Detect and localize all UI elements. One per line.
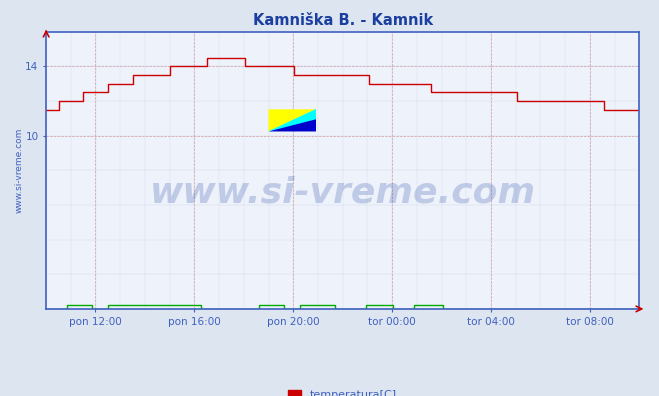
Title: Kamniška B. - Kamnik: Kamniška B. - Kamnik bbox=[252, 13, 433, 28]
Polygon shape bbox=[269, 109, 316, 131]
Polygon shape bbox=[269, 109, 316, 131]
Text: www.si-vreme.com: www.si-vreme.com bbox=[150, 175, 536, 209]
Polygon shape bbox=[269, 119, 316, 131]
Legend: temperatura[C], pretok[m3/s]: temperatura[C], pretok[m3/s] bbox=[283, 385, 402, 396]
Y-axis label: www.si-vreme.com: www.si-vreme.com bbox=[15, 128, 24, 213]
